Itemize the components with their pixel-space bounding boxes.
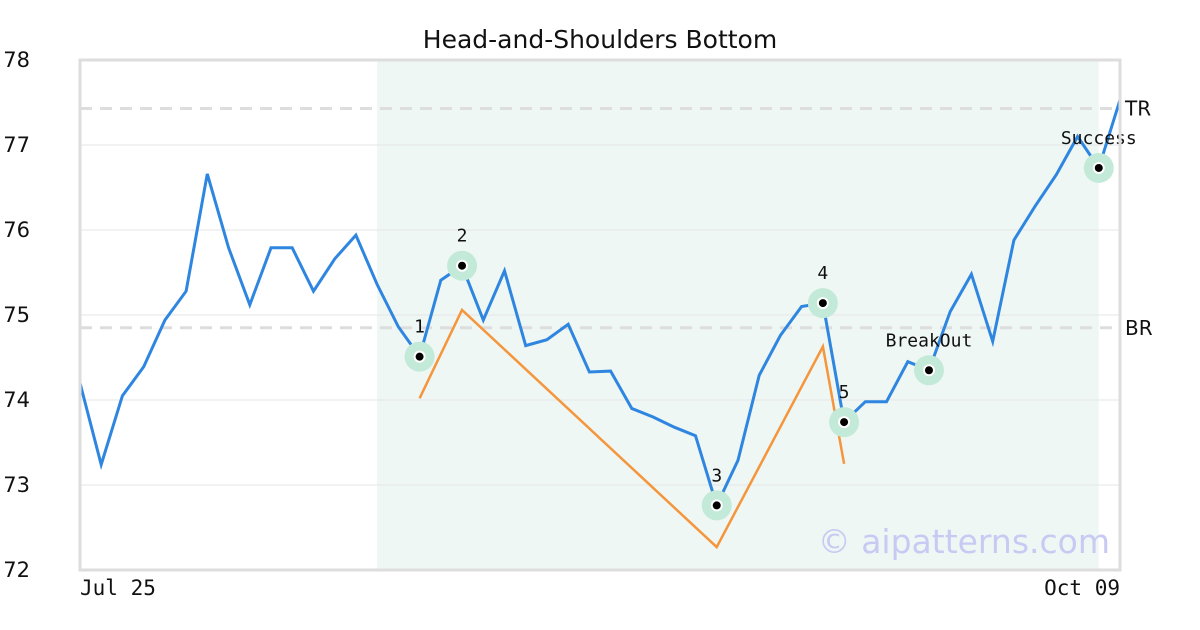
- marker-point-5: [840, 418, 849, 427]
- marker-point-4: [818, 299, 827, 308]
- marker-label-5: 5: [839, 382, 850, 403]
- marker-point-success: [1094, 163, 1103, 172]
- marker-point-1: [415, 352, 424, 361]
- marker-label-2: 2: [457, 226, 468, 247]
- marker-label-success: Success: [1061, 128, 1137, 149]
- series-line-0: [78, 99, 1122, 510]
- chart-title: Head-and-Shoulders Bottom: [423, 25, 777, 54]
- pattern-zigzag-line: [418, 307, 846, 550]
- x-tick-label: Oct 09: [1044, 576, 1120, 600]
- marker-point-3: [712, 501, 721, 510]
- plot-frame: [78, 58, 1122, 572]
- level-label-tr: TR: [1124, 96, 1151, 120]
- y-tick-label: 75: [3, 303, 30, 327]
- marker-point-2: [458, 261, 467, 270]
- marker-label-4: 4: [817, 263, 828, 284]
- y-tick-label: 76: [3, 218, 30, 242]
- y-tick-label: 72: [3, 558, 30, 582]
- y-tick-label: 77: [3, 133, 30, 157]
- y-tick-label: 73: [3, 473, 30, 497]
- x-tick-label: Jul 25: [80, 576, 156, 600]
- marker-label-1: 1: [414, 317, 425, 338]
- y-tick-label: 78: [3, 48, 30, 72]
- marker-point-breakout: [924, 366, 933, 375]
- level-label-br: BR: [1125, 316, 1153, 340]
- y-tick-label: 74: [3, 388, 30, 412]
- marker-label-breakout: BreakOut: [886, 330, 973, 351]
- watermark: © aipatterns.com: [818, 522, 1110, 561]
- marker-label-3: 3: [711, 465, 722, 486]
